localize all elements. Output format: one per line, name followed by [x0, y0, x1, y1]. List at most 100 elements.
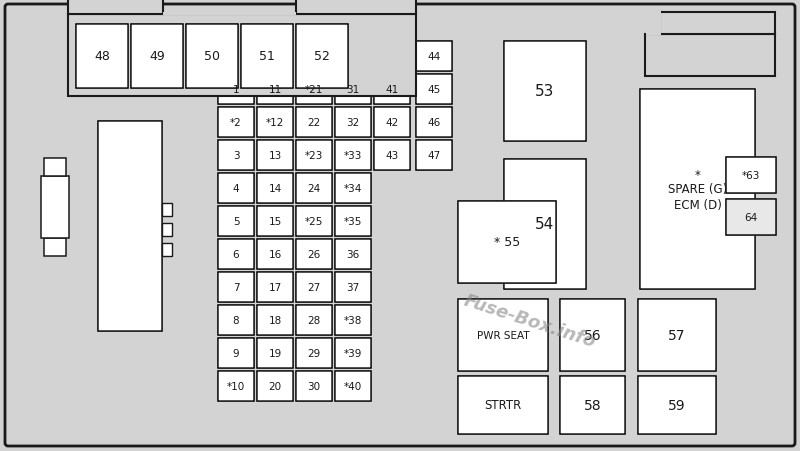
- Text: *63: *63: [742, 170, 760, 180]
- FancyBboxPatch shape: [335, 75, 371, 105]
- Text: 36: 36: [346, 249, 360, 259]
- FancyBboxPatch shape: [257, 272, 293, 303]
- FancyBboxPatch shape: [416, 108, 452, 138]
- Bar: [645, 35, 775, 77]
- Text: 53: 53: [535, 84, 554, 99]
- Text: 57: 57: [668, 328, 686, 342]
- FancyBboxPatch shape: [218, 371, 254, 401]
- FancyBboxPatch shape: [241, 25, 293, 89]
- Bar: [44, 159, 66, 177]
- FancyBboxPatch shape: [458, 376, 548, 434]
- FancyBboxPatch shape: [218, 272, 254, 303]
- Text: 8: 8: [233, 315, 239, 325]
- Bar: [44, 239, 66, 257]
- FancyBboxPatch shape: [218, 207, 254, 237]
- Text: 24: 24: [307, 184, 321, 193]
- FancyBboxPatch shape: [5, 5, 795, 446]
- FancyBboxPatch shape: [416, 42, 452, 72]
- FancyBboxPatch shape: [76, 25, 128, 89]
- Bar: [646, 12, 661, 36]
- FancyBboxPatch shape: [296, 141, 332, 171]
- Bar: [162, 224, 172, 236]
- FancyBboxPatch shape: [296, 75, 332, 105]
- Text: *12: *12: [266, 118, 284, 128]
- Text: Fuse-Box.info: Fuse-Box.info: [462, 291, 598, 351]
- Text: 44: 44: [427, 52, 441, 62]
- Text: 58: 58: [584, 398, 602, 412]
- Text: 47: 47: [427, 151, 441, 161]
- FancyBboxPatch shape: [335, 338, 371, 368]
- Text: 29: 29: [307, 348, 321, 358]
- Text: 50: 50: [204, 51, 220, 63]
- Text: *40: *40: [344, 381, 362, 391]
- FancyBboxPatch shape: [416, 75, 452, 105]
- Text: 14: 14: [268, 184, 282, 193]
- FancyBboxPatch shape: [257, 305, 293, 336]
- Text: *35: *35: [344, 216, 362, 226]
- Text: 15: 15: [268, 216, 282, 226]
- FancyBboxPatch shape: [131, 25, 183, 89]
- FancyBboxPatch shape: [296, 371, 332, 401]
- Text: *38: *38: [344, 315, 362, 325]
- Text: STRTR: STRTR: [484, 399, 522, 412]
- FancyBboxPatch shape: [218, 75, 254, 105]
- FancyBboxPatch shape: [374, 141, 410, 171]
- Text: 31: 31: [346, 85, 360, 95]
- FancyBboxPatch shape: [218, 108, 254, 138]
- FancyBboxPatch shape: [335, 174, 371, 204]
- Text: * 55: * 55: [494, 236, 520, 249]
- FancyBboxPatch shape: [296, 25, 348, 89]
- Bar: [163, 13, 296, 16]
- FancyBboxPatch shape: [257, 174, 293, 204]
- Text: *34: *34: [344, 184, 362, 193]
- Text: 51: 51: [259, 51, 275, 63]
- Text: 52: 52: [314, 51, 330, 63]
- FancyBboxPatch shape: [416, 141, 452, 171]
- Text: 27: 27: [307, 282, 321, 292]
- FancyBboxPatch shape: [98, 122, 162, 331]
- Text: 11: 11: [268, 85, 282, 95]
- Text: 22: 22: [307, 118, 321, 128]
- Text: 5: 5: [233, 216, 239, 226]
- FancyBboxPatch shape: [218, 174, 254, 204]
- Text: 16: 16: [268, 249, 282, 259]
- Text: PWR SEAT: PWR SEAT: [477, 330, 530, 340]
- FancyBboxPatch shape: [638, 376, 716, 434]
- Bar: [162, 244, 172, 257]
- FancyBboxPatch shape: [218, 305, 254, 336]
- Text: *33: *33: [344, 151, 362, 161]
- FancyBboxPatch shape: [335, 239, 371, 270]
- FancyBboxPatch shape: [504, 160, 586, 290]
- Text: 59: 59: [668, 398, 686, 412]
- Text: 17: 17: [268, 282, 282, 292]
- FancyBboxPatch shape: [458, 202, 556, 284]
- FancyBboxPatch shape: [257, 371, 293, 401]
- FancyBboxPatch shape: [726, 199, 776, 235]
- FancyBboxPatch shape: [257, 108, 293, 138]
- Text: 20: 20: [269, 381, 282, 391]
- FancyBboxPatch shape: [257, 75, 293, 105]
- Text: 49: 49: [149, 51, 165, 63]
- FancyBboxPatch shape: [257, 141, 293, 171]
- FancyBboxPatch shape: [218, 239, 254, 270]
- FancyBboxPatch shape: [218, 141, 254, 171]
- Bar: [68, 0, 163, 15]
- FancyBboxPatch shape: [458, 299, 548, 371]
- Text: 13: 13: [268, 151, 282, 161]
- Text: 54: 54: [535, 217, 554, 232]
- Bar: [296, 0, 416, 15]
- Bar: [41, 177, 69, 239]
- FancyBboxPatch shape: [374, 75, 410, 105]
- Bar: [660, 13, 775, 35]
- FancyBboxPatch shape: [560, 376, 625, 434]
- FancyBboxPatch shape: [257, 338, 293, 368]
- FancyBboxPatch shape: [296, 305, 332, 336]
- Text: *2: *2: [230, 118, 242, 128]
- Text: 28: 28: [307, 315, 321, 325]
- Text: 18: 18: [268, 315, 282, 325]
- FancyBboxPatch shape: [296, 338, 332, 368]
- FancyBboxPatch shape: [186, 25, 238, 89]
- Text: 64: 64: [744, 212, 758, 222]
- Text: 9: 9: [233, 348, 239, 358]
- FancyBboxPatch shape: [638, 299, 716, 371]
